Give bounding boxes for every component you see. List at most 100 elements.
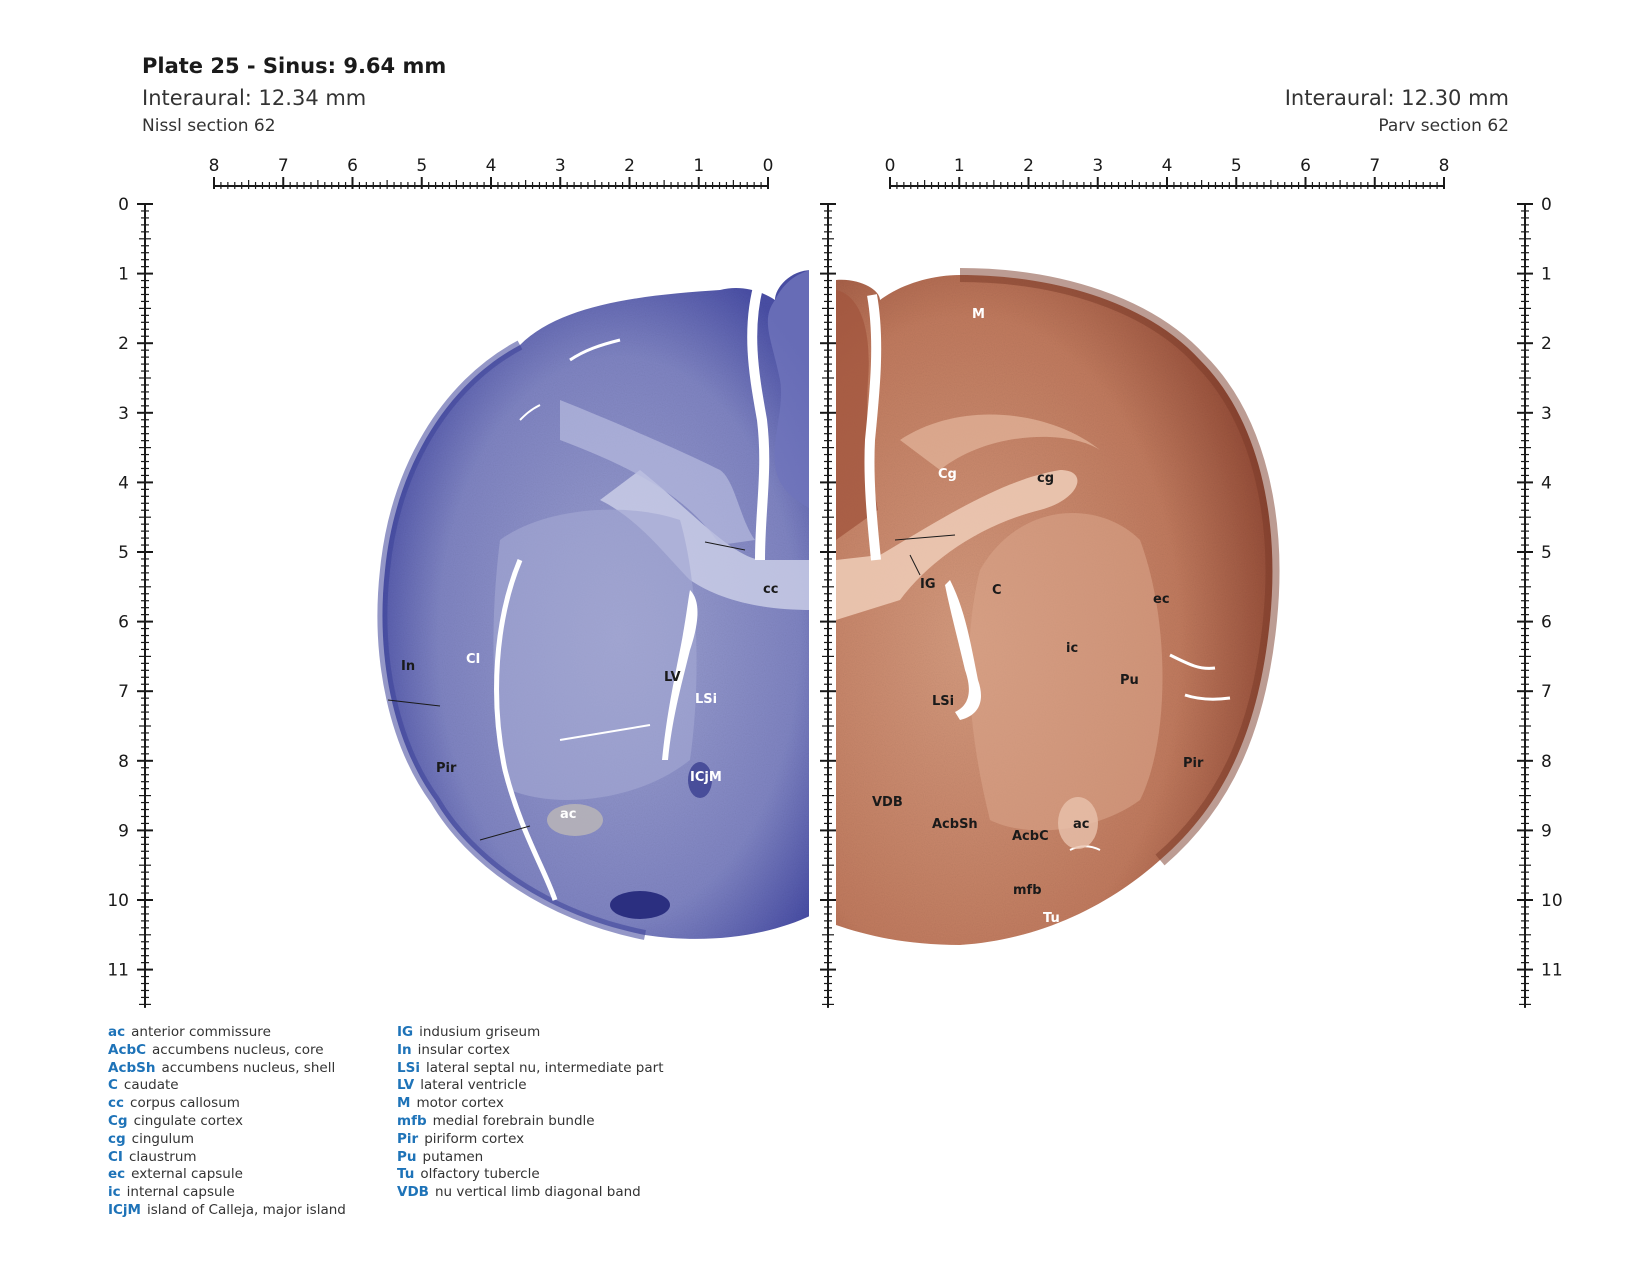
ruler-tick-label: 1 — [693, 156, 704, 176]
parv-label-ec: ec — [1153, 592, 1170, 607]
ruler-tick-label: 2 — [118, 334, 129, 354]
parv-label-cg: cg — [1037, 471, 1054, 486]
ruler-tick-label: 2 — [624, 156, 635, 176]
legend-desc: accumbens nucleus, shell — [161, 1059, 336, 1076]
nissl-label-ICjM: ICjM — [690, 770, 722, 785]
plate-title: Plate 25 - Sinus: 9.64 mm — [142, 54, 447, 78]
parv-section-image — [836, 268, 1280, 945]
legend-row: LV lateral ventricle — [397, 1077, 664, 1095]
nissl-label-LV: LV — [664, 670, 681, 685]
ruler-tick-label: 1 — [954, 156, 965, 176]
parv-label-IG: IG — [920, 577, 936, 592]
nissl-label-cc: cc — [763, 582, 778, 597]
parv-label-C: C — [992, 583, 1002, 598]
nissl-label-CI: CI — [466, 652, 480, 667]
nissl-label-ac: ac — [560, 807, 576, 822]
ruler-tick-label: 3 — [1092, 156, 1103, 176]
legend-column-1: ac anterior commissure AcbC accumbens nucle… — [108, 1024, 346, 1220]
ruler-tick-label: 9 — [118, 821, 129, 841]
legend-desc: insular cortex — [417, 1041, 510, 1058]
ruler-tick-label: 5 — [1541, 543, 1552, 563]
legend-desc: lateral ventricle — [420, 1077, 527, 1094]
ruler-tick-label: 4 — [1541, 473, 1552, 493]
parv-label-Tu: Tu — [1043, 911, 1060, 926]
left-interaural: Interaural: 12.34 mm — [142, 86, 367, 110]
ruler-tick-label: 2 — [1541, 334, 1552, 354]
legend-desc: nu vertical limb diagonal band — [434, 1184, 641, 1201]
ruler-tick-label: 4 — [118, 473, 129, 493]
legend-row: AcbC accumbens nucleus, core — [108, 1042, 346, 1060]
nissl-label-In: In — [401, 659, 415, 674]
legend-desc: caudate — [123, 1077, 179, 1094]
parv-label-Cg: Cg — [938, 467, 957, 482]
legend-desc: cingulate cortex — [133, 1112, 243, 1129]
ruler-tick-label: 10 — [107, 891, 129, 911]
legend-row: AcbSh accumbens nucleus, shell — [108, 1060, 346, 1078]
ruler-tick-label: 7 — [278, 156, 289, 176]
ruler-tick-label: 10 — [1541, 891, 1563, 911]
legend-abbr: In — [397, 1041, 412, 1058]
legend-abbr: ic — [108, 1184, 121, 1201]
legend-row: cg cingulum — [108, 1131, 346, 1149]
ruler-tick-label: 11 — [107, 961, 129, 981]
parv-label-LSi: LSi — [932, 694, 954, 709]
right-interaural: Interaural: 12.30 mm — [1284, 86, 1509, 110]
nissl-section-image — [377, 270, 812, 940]
legend-abbr: C — [108, 1077, 118, 1094]
legend-row: IG indusium griseum — [397, 1024, 664, 1042]
ruler-tick-label: 11 — [1541, 961, 1563, 981]
legend-desc: motor cortex — [416, 1095, 504, 1112]
legend-row: LSi lateral septal nu, intermediate part — [397, 1060, 664, 1078]
parv-label-VDB: VDB — [872, 795, 903, 810]
legend-abbr: ec — [108, 1166, 126, 1183]
left-section-label: Nissl section 62 — [142, 116, 276, 136]
legend-desc: lateral septal nu, intermediate part — [425, 1059, 664, 1076]
legend-row: ac anterior commissure — [108, 1024, 346, 1042]
legend-abbr: AcbSh — [108, 1059, 156, 1076]
legend-desc: piriform cortex — [424, 1130, 525, 1147]
ruler-tick-label: 0 — [885, 156, 896, 176]
ruler-tick-label: 4 — [1162, 156, 1173, 176]
scale-ruler-labels: 8 7 6 5 4 3 2 1 0 0 1 2 3 4 5 6 7 80123456789101101234567… — [107, 156, 1562, 981]
legend-abbr: cc — [108, 1095, 125, 1112]
legend-desc: claustrum — [128, 1148, 197, 1165]
ruler-tick-label: 1 — [118, 265, 129, 285]
brain-atlas-figure: 8 7 6 5 4 3 2 1 0 0 1 2 3 4 5 6 7 80123456789101101234567… — [107, 156, 1563, 1008]
legend-desc: island of Calleja, major island — [147, 1201, 346, 1218]
ruler-tick-label: 0 — [1541, 195, 1552, 215]
legend-row: Pir piriform cortex — [397, 1131, 664, 1149]
legend-abbr: VDB — [397, 1184, 429, 1201]
ruler-tick-label: 6 — [1300, 156, 1311, 176]
legend-desc: putamen — [422, 1148, 484, 1165]
legend-desc: accumbens nucleus, core — [152, 1041, 324, 1058]
legend-desc: cingulum — [131, 1130, 194, 1147]
leader-lines — [387, 534, 956, 841]
ruler-tick-label: 7 — [118, 682, 129, 702]
ruler-tick-label: 3 — [555, 156, 566, 176]
ruler-tick-label: 8 — [1541, 752, 1552, 772]
legend-row: Tu olfactory tubercle — [397, 1166, 664, 1184]
legend-abbr: CI — [108, 1148, 123, 1165]
parv-label-AcbC: AcbC — [1012, 829, 1049, 844]
legend-row: VDB nu vertical limb diagonal band — [397, 1184, 664, 1202]
ruler-tick-label: 7 — [1369, 156, 1380, 176]
legend-desc: corpus callosum — [130, 1095, 240, 1112]
legend-abbr: mfb — [397, 1112, 427, 1129]
legend-row: Cg cingulate cortex — [108, 1113, 346, 1131]
ruler-tick-label: 8 — [118, 752, 129, 772]
ruler-tick-label: 1 — [1541, 265, 1552, 285]
legend-desc: external capsule — [131, 1166, 243, 1183]
legend-abbr: Pu — [397, 1148, 417, 1165]
ruler-tick-label: 5 — [1231, 156, 1242, 176]
legend-row: ICjM island of Calleja, major island — [108, 1202, 346, 1220]
ruler-tick-label: 5 — [118, 543, 129, 563]
legend-abbr: Pir — [397, 1130, 419, 1147]
legend-desc: internal capsule — [126, 1184, 235, 1201]
legend-abbr: M — [397, 1095, 411, 1112]
legend-row: CI claustrum — [108, 1149, 346, 1167]
ruler-tick-label: 6 — [118, 613, 129, 633]
ruler-tick-label: 3 — [1541, 404, 1552, 424]
legend-row: cc corpus callosum — [108, 1095, 346, 1113]
